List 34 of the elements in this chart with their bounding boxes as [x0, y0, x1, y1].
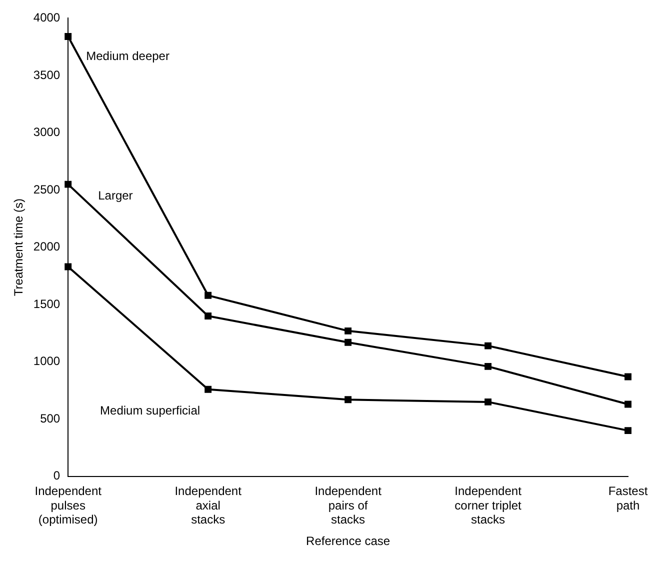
y-tick-label: 1500 [33, 296, 60, 311]
point [344, 338, 352, 346]
y-tick-label: 4000 [33, 10, 60, 25]
point [64, 180, 72, 188]
y-axis-title: Treatment time (s) [12, 198, 26, 296]
series-label: Medium superficial [100, 404, 200, 418]
y-tick-label: 2000 [33, 240, 60, 254]
series-label: Medium deeper [86, 48, 170, 63]
series-label: Larger [98, 188, 133, 203]
point [484, 398, 492, 406]
y-tick-label: 500 [40, 411, 60, 426]
point [484, 342, 492, 350]
y-tick-label: 3000 [33, 125, 60, 140]
y-tick-label: 3500 [33, 68, 60, 82]
x-tick-label: Independent pulses (optimised) [34, 484, 102, 527]
point [64, 263, 72, 270]
y-tick-label: 2500 [33, 182, 60, 196]
y-tick-label: 1000 [33, 354, 60, 368]
point [624, 373, 632, 380]
y-tick-label: 0 [53, 468, 60, 483]
point [484, 362, 492, 370]
point [624, 400, 632, 408]
x-tick-label: Independent axial stacks [174, 484, 242, 527]
point [204, 312, 212, 320]
point [344, 327, 352, 334]
point [64, 33, 72, 40]
point [204, 386, 212, 393]
x-tick-label: Independent pairs of stacks [314, 484, 382, 527]
point [204, 292, 212, 299]
x-tick-label: Independent corner triplet stacks [454, 484, 522, 527]
point [344, 396, 352, 404]
x-axis-title: Reference case [306, 534, 390, 548]
point [624, 427, 632, 434]
x-tick-label: Fastest path [608, 484, 648, 512]
